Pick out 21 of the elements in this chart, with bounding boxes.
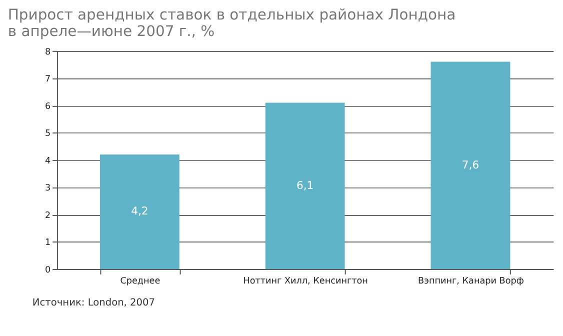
y-tick-label: 8 <box>44 47 51 58</box>
y-tick-label: 5 <box>44 129 51 140</box>
y-tick-label: 0 <box>44 265 51 276</box>
bar <box>265 102 345 270</box>
y-tick-label: 6 <box>44 102 51 112</box>
y-tick-label: 3 <box>44 184 51 194</box>
text: Источник: London, 2007 <box>32 297 155 308</box>
bar <box>430 62 510 270</box>
y-tick-label: 2 <box>44 210 51 221</box>
y-tick-label: 1 <box>44 238 51 248</box>
x-tick-label: Вэппинг, Канари Ворф <box>418 276 524 286</box>
text: в апреле—июне 2007 г., % <box>8 23 215 40</box>
bar <box>100 154 180 270</box>
y-tick-label: 7 <box>44 74 51 85</box>
data-label: 4,2 <box>131 204 148 218</box>
text: Прирост арендных ставок в отдельных районах Лондона <box>8 6 456 24</box>
y-tick-label: 4 <box>44 156 51 166</box>
x-tick-label: Среднее <box>120 276 160 286</box>
data-label: 7,6 <box>462 158 480 172</box>
x-tick-label: Ноттинг Хилл, Кенсингтон <box>243 276 368 286</box>
data-label: 6,1 <box>296 178 314 192</box>
